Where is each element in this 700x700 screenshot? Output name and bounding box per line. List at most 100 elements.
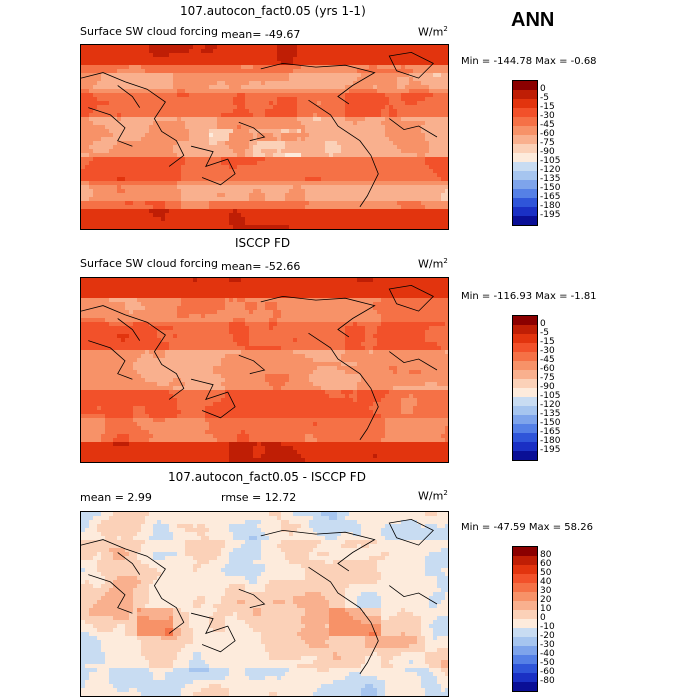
map-cell	[325, 61, 330, 66]
map-cell	[425, 89, 430, 94]
map-cell	[173, 105, 178, 110]
map-cell	[341, 117, 346, 122]
map-cell	[177, 49, 182, 54]
map-cell	[189, 169, 194, 174]
map-cell	[181, 57, 186, 62]
map-cell	[249, 294, 254, 299]
map-cell	[109, 93, 114, 98]
map-cell	[289, 221, 294, 226]
map-cell	[181, 165, 186, 170]
map-cell	[325, 53, 330, 58]
map-cell	[245, 278, 250, 283]
map-cell	[277, 121, 282, 126]
map-cell	[189, 141, 194, 146]
map-cell	[241, 101, 246, 106]
map-cell	[205, 157, 210, 162]
map-cell	[305, 294, 310, 299]
map-cell	[81, 205, 86, 210]
map-cell	[293, 73, 298, 78]
map-cell	[257, 290, 262, 295]
map-cell	[425, 113, 430, 118]
map-cell	[93, 145, 98, 150]
map-cell	[297, 165, 302, 170]
map-cell	[333, 125, 338, 130]
map-cell	[445, 121, 448, 126]
map-cell	[433, 153, 438, 158]
map-cell	[153, 121, 158, 126]
map-cell	[429, 141, 434, 146]
map-cell	[137, 149, 142, 154]
map-cell	[409, 125, 414, 130]
map-cell	[317, 302, 322, 307]
map-cell	[397, 89, 402, 94]
map-cell	[433, 294, 438, 299]
map-cell	[361, 85, 366, 90]
map-cell	[301, 213, 306, 218]
map-cell	[169, 302, 174, 307]
map-cell	[137, 69, 142, 74]
map-cell	[429, 157, 434, 162]
map-cell	[325, 133, 330, 138]
map-cell	[181, 61, 186, 66]
map-cell	[261, 133, 266, 138]
map-cell	[225, 209, 230, 214]
map-cell	[181, 89, 186, 94]
map-cell	[141, 282, 146, 287]
map-cell	[125, 81, 130, 86]
map-cell	[141, 53, 146, 58]
map-cell	[313, 225, 318, 229]
map-cell	[177, 69, 182, 74]
map-cell	[401, 77, 406, 82]
map-cell	[269, 221, 274, 226]
map-cell	[97, 93, 102, 98]
map-cell	[417, 193, 422, 198]
map-cell	[237, 205, 242, 210]
map-cell	[129, 302, 134, 307]
map-cell	[225, 61, 230, 66]
map-cell	[101, 213, 106, 218]
map-cell	[341, 173, 346, 178]
map-cell	[149, 298, 154, 303]
map-cell	[109, 185, 114, 190]
map-cell	[277, 173, 282, 178]
map-cell	[121, 221, 126, 226]
map-cell	[365, 73, 370, 78]
map-cell	[237, 117, 242, 122]
map-cell	[341, 205, 346, 210]
map-cell	[321, 157, 326, 162]
map-cell	[397, 121, 402, 126]
map-cell	[217, 109, 222, 114]
map-cell	[97, 85, 102, 90]
map-cell	[413, 197, 418, 202]
map-cell	[237, 109, 242, 114]
map-cell	[329, 290, 334, 295]
map-cell	[265, 201, 270, 206]
map-cell	[229, 93, 234, 98]
map-cell	[205, 121, 210, 126]
map-cell	[93, 157, 98, 162]
map-cell	[337, 225, 342, 229]
map-cell	[185, 45, 190, 50]
map-cell	[105, 294, 110, 299]
map-cell	[169, 121, 174, 126]
map-cell	[233, 209, 238, 214]
map-cell	[309, 165, 314, 170]
map-cell	[161, 286, 166, 291]
map-cell	[253, 133, 258, 138]
map-cell	[365, 133, 370, 138]
map-cell	[305, 45, 310, 50]
map-cell	[169, 89, 174, 94]
map-cell	[377, 217, 382, 222]
map-cell	[89, 69, 94, 74]
map-cell	[221, 117, 226, 122]
map-cell	[185, 153, 190, 158]
map-cell	[105, 225, 110, 229]
map-cell	[317, 193, 322, 198]
map-cell	[237, 165, 242, 170]
map-cell	[277, 201, 282, 206]
map-cell	[389, 49, 394, 54]
map-cell	[117, 177, 122, 182]
map-cell	[249, 221, 254, 226]
map-cell	[301, 290, 306, 295]
map-cell	[221, 209, 226, 214]
